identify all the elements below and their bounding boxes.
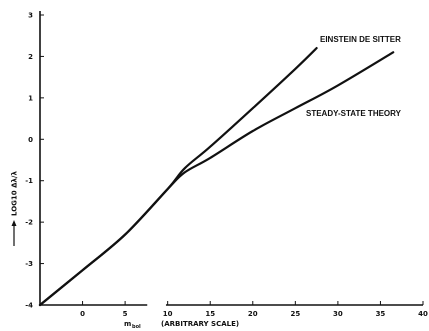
x-axis-title-main: m (124, 320, 131, 328)
y-tick-label: 0 (28, 136, 33, 144)
y-tick-label: 1 (28, 94, 33, 102)
x-tick-label: 40 (418, 310, 428, 318)
y-axis-title: LOG10 Δλ/λ (11, 171, 19, 246)
x-tick-label: 20 (248, 310, 258, 318)
x-axis-title: m bol (ARBITRARY SCALE) (124, 320, 239, 330)
series-lines (38, 47, 395, 307)
y-tick-label: -4 (25, 302, 33, 310)
x-tick-label: 10 (163, 310, 173, 318)
y-tick-label: 2 (28, 53, 33, 61)
x-tick-label: 5 (123, 310, 128, 318)
x-tick-label: 0 (80, 310, 85, 318)
y-tick-label: 3 (28, 12, 33, 20)
x-axis-title-note: (ARBITRARY SCALE) (161, 320, 239, 328)
x-axis-title-subscript: bol (132, 324, 141, 330)
y-tick-label: -2 (25, 219, 33, 227)
x-tick-label: 30 (333, 310, 343, 318)
series-label-einstein-de-sitter: EINSTEIN DE SITTER (320, 35, 401, 44)
y-tick-label: -3 (25, 260, 33, 268)
y-axis-title-text: LOG10 Δλ/λ (11, 171, 19, 216)
axes (39, 11, 423, 306)
y-tick-label: -1 (25, 177, 33, 185)
series-line-steady-state-theory (38, 51, 395, 307)
x-tick-label: 15 (205, 310, 215, 318)
x-tick-label: 35 (376, 310, 386, 318)
series-label-steady-state-theory: STEADY-STATE THEORY (306, 109, 402, 118)
x-tick-label: 25 (290, 310, 300, 318)
